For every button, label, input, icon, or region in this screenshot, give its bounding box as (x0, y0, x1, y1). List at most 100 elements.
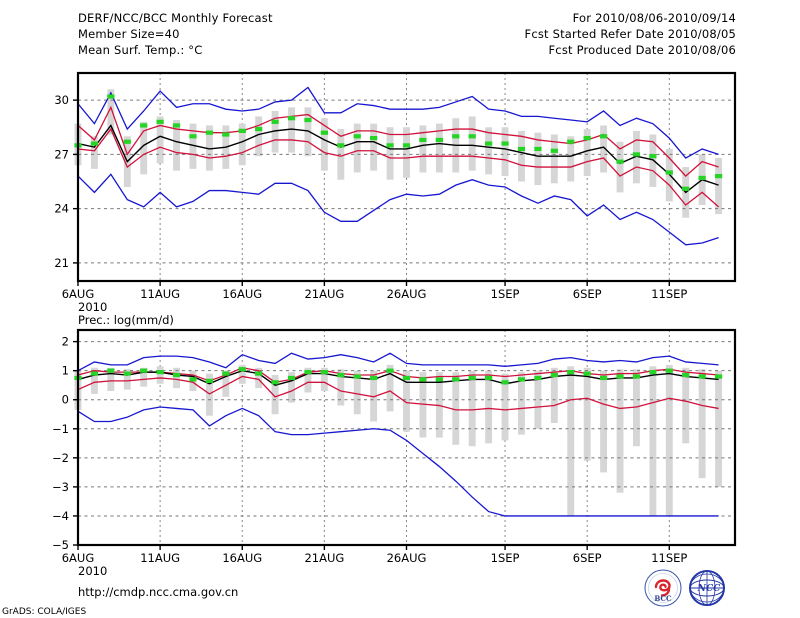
spread-bar (140, 367, 148, 387)
y-tick-label: −4 (52, 509, 69, 523)
spread-bar (403, 127, 410, 178)
x-tick-label: 16AUG (222, 551, 262, 565)
series-min (77, 173, 719, 246)
x-tick-label: 26AUG (387, 287, 427, 301)
member-size-label: Member Size=40 (78, 27, 180, 41)
spread-bar (370, 123, 378, 171)
x-tick-label: 1SEP (491, 287, 520, 301)
temperature-axis-year: 2010 (78, 300, 108, 314)
spread-bar (600, 125, 608, 173)
y-tick-label: 30 (54, 93, 69, 107)
spread-bar (222, 370, 230, 397)
x-tick-label: 6SEP (573, 287, 602, 301)
y-tick-label: −1 (52, 422, 69, 436)
spread-bar (550, 367, 558, 423)
spread-bar (173, 367, 180, 389)
series-max (77, 86, 719, 159)
forecast-start-date-label: Fcst Started Refer Date 2010/08/05 (524, 27, 736, 41)
x-tick-label: 6SEP (573, 551, 602, 565)
forecast-produced-date-label: Fcst Produced Date 2010/08/06 (548, 43, 736, 57)
y-tick-label: −3 (52, 480, 69, 494)
spread-bar (386, 127, 394, 180)
spread-bar (320, 367, 328, 392)
spread-bar (238, 364, 246, 384)
x-tick-label: 6AUG (62, 551, 95, 565)
spread-bar (156, 116, 164, 164)
series-ensemble-mean (77, 369, 719, 386)
source-url[interactable]: http://cmdp.ncc.cma.gov.cn (78, 585, 239, 599)
x-tick-label: 16AUG (222, 287, 262, 301)
y-tick-label: 21 (54, 256, 69, 270)
spread-bar (550, 134, 558, 184)
spread-bar (205, 125, 213, 171)
y-tick-label: −2 (52, 451, 69, 465)
spread-bar (452, 372, 460, 445)
spread-bar (337, 369, 345, 406)
series-lower-quartile (77, 127, 720, 208)
spread-bar (140, 121, 148, 175)
precipitation-axis-year: 2010 (78, 564, 108, 578)
series-upper-quartile (77, 367, 719, 383)
svg-text:BCC: BCC (654, 594, 672, 603)
spread-bar (386, 364, 394, 412)
spread-bar (485, 370, 493, 444)
spread-bar (501, 127, 509, 177)
spread-bar (534, 370, 542, 429)
temperature-chart-title: Mean Surf. Temp.: °C (78, 43, 203, 57)
x-tick-label: 1SEP (491, 551, 520, 565)
spread-bar (90, 136, 98, 169)
series-lower-quartile (77, 375, 719, 411)
spread-bar (501, 373, 509, 441)
precipitation-chart-title: Prec.: log(mm/d) (78, 313, 174, 327)
spread-bar (485, 127, 493, 175)
spread-bar (403, 370, 410, 432)
spread-bar (123, 369, 131, 390)
spread-bar (353, 123, 361, 173)
series-upper-quartile (77, 105, 719, 178)
spread-bar (583, 367, 591, 461)
spread-bar (288, 372, 295, 403)
y-tick-label: 27 (54, 147, 69, 161)
spread-bar (715, 370, 723, 487)
spread-bar (616, 141, 624, 193)
forecast-period-label: For 2010/08/06-2010/09/14 (572, 11, 736, 25)
x-tick-label: 21AUG (304, 551, 344, 565)
spread-bar (435, 123, 443, 173)
spread-bar (255, 116, 263, 157)
spread-bar (682, 367, 690, 444)
spread-bar (698, 369, 706, 479)
spread-bar (600, 370, 608, 473)
spread-bar (320, 118, 328, 171)
spread-bar (419, 125, 427, 173)
x-tick-label: 11AUG (140, 551, 180, 565)
y-tick-label: 1 (62, 364, 69, 378)
spread-bar (173, 120, 180, 171)
y-tick-label: 2 (62, 335, 69, 349)
spread-bar (633, 369, 640, 447)
spread-bar (633, 130, 640, 184)
ncc-logo: NCC (688, 569, 726, 607)
grads-credit: GrADS: COLA/IGES (2, 607, 87, 617)
spread-bar (271, 110, 279, 153)
y-tick-label: 24 (54, 202, 69, 216)
spread-bar (304, 367, 312, 393)
spread-bar (616, 369, 624, 493)
spread-bar (288, 107, 295, 153)
spread-bar (156, 366, 164, 384)
mean-surface-temperature-panel: 21 24 27 30 6AUG 11AUG 16AUG 21AUG 26AUG 1SEP 6SEP… (54, 71, 737, 301)
spread-bar (567, 136, 575, 182)
spread-bar (518, 130, 525, 182)
page-title: DERF/NCC/BCC Monthly Forecast (78, 11, 273, 25)
spread-bar (435, 372, 443, 438)
y-tick-label: −5 (52, 538, 69, 552)
spread-bar (518, 372, 525, 435)
spread-bar (715, 158, 723, 215)
spread-bar (468, 370, 476, 447)
spread-bar (271, 375, 279, 415)
spread-bar (567, 366, 575, 516)
x-tick-label: 11SEP (651, 287, 687, 301)
spread-bar (90, 367, 98, 394)
